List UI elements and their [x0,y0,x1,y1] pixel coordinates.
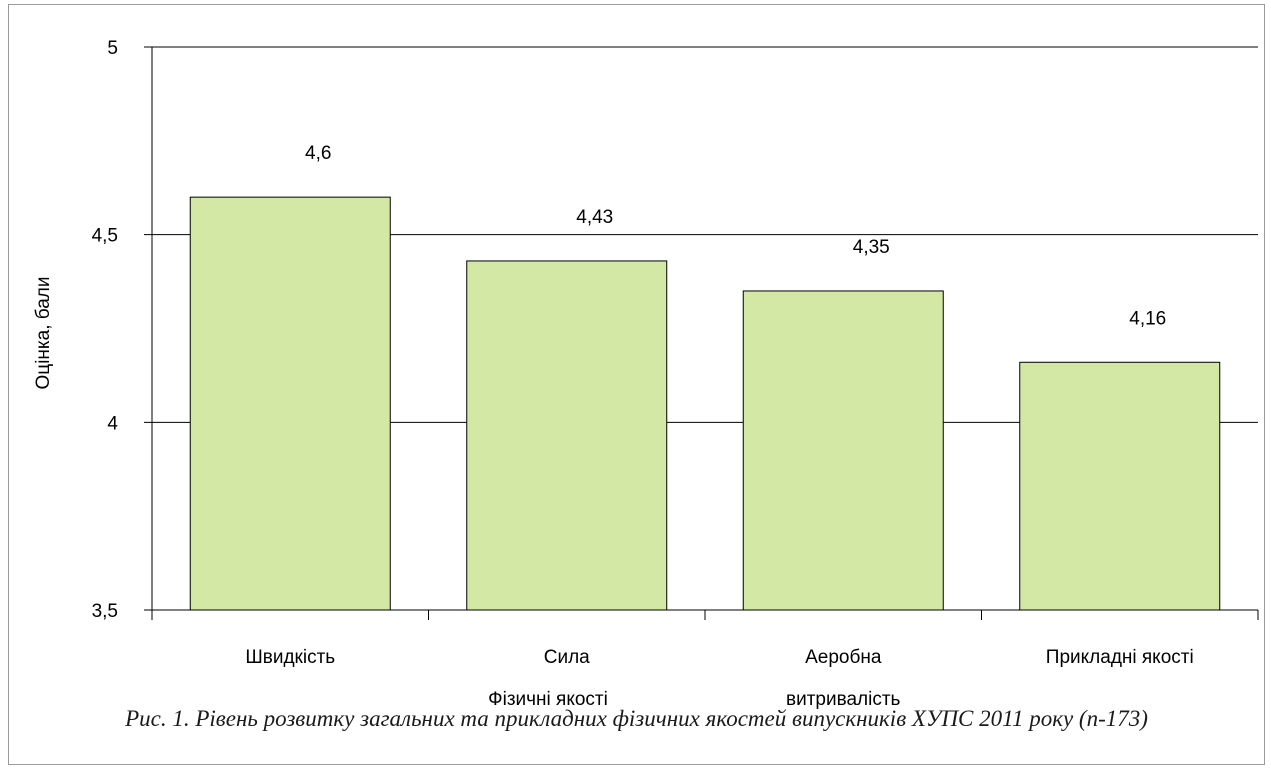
bars [189,196,1221,611]
y-tick-label: 4,5 [92,226,118,247]
bar-value-label: 4,43 [576,207,613,228]
bar [189,196,391,611]
y-tick-label: 4 [107,413,118,434]
bar-value-label: 4,16 [1129,308,1166,329]
x-category-label: Швидкість [245,647,335,668]
figure-caption: Рис. 1. Рівень розвитку загальних та при… [125,706,1148,731]
bar-value-label: 4,35 [853,237,890,258]
x-axis-title: Фізичні якості [488,689,608,710]
y-axis-title: Оцінка, бали [33,277,54,390]
bar [1019,361,1221,611]
bar [466,260,668,611]
x-category-label: Прикладні якості [1046,647,1194,668]
bar [742,290,944,611]
y-tick-label: 5 [107,38,118,59]
axes [144,47,1259,620]
y-tick-label: 3,5 [92,601,118,622]
labels: 3,5 4 4,5 5 4,6 4,43 4,35 4,16 Швидкість Сила Аеро… [92,38,1194,710]
bar-value-label: 4,6 [305,143,331,164]
x-category-label: Сила [544,647,590,668]
x-category-label: Аеробна витривалість [786,647,901,710]
